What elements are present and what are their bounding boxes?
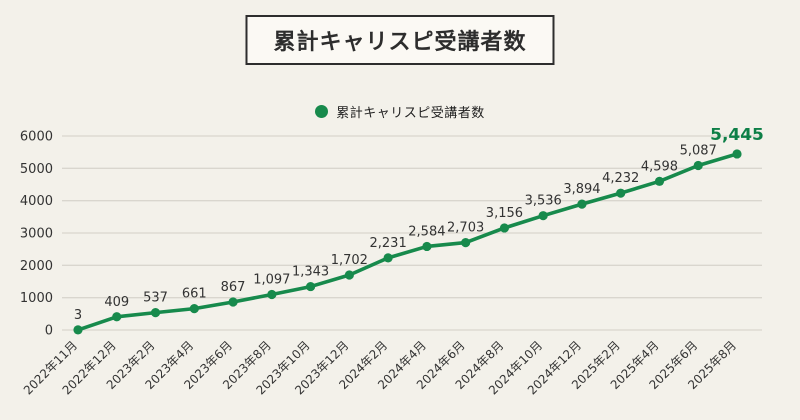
line-chart-canvas: 01000200030004000500060002022年11月2022年12… [20,125,764,398]
data-point-label: 3,156 [486,206,523,221]
data-point-label: 1,702 [331,253,368,268]
y-axis-tick-label: 0 [45,324,53,339]
data-point-marker [538,211,548,221]
data-point-label: 4,232 [602,171,639,186]
data-point-marker [112,312,122,322]
chart-title-box: 累計キャリスピ受講者数 [245,15,555,65]
y-axis-tick-label: 4000 [20,194,53,209]
data-point-label: 3,536 [525,194,562,209]
data-point-marker [344,270,354,280]
data-point-label: 3 [74,308,82,323]
data-point-marker [150,308,161,318]
data-point-label: 867 [221,280,246,295]
data-point-marker [732,149,742,159]
y-axis-tick-label: 3000 [20,227,53,242]
data-point-marker [616,188,626,198]
legend: 累計キャリスピ受講者数 [0,102,800,121]
data-point-marker [267,289,277,300]
legend-label: 累計キャリスピ受講者数 [336,106,485,121]
data-point-label: 2,231 [370,236,407,251]
page-title: 累計キャリスピ受講者数 [273,30,527,55]
data-point-label: 537 [143,291,168,306]
data-point-label: 3,894 [563,182,600,197]
data-point-label: 1,343 [292,265,329,280]
line-chart: 0 1000 2000 3000 4000 5000 6000 2022年11月 2022年12… [0,125,800,420]
data-point-label: 5,087 [680,144,717,159]
y-axis-tick-label: 6000 [20,130,53,145]
data-line [76,152,739,332]
y-axis-tick-label: 1000 [20,291,53,306]
data-point-label: 2,584 [408,224,445,239]
data-point-marker [577,199,587,209]
data-point-marker [654,176,665,186]
data-point-marker [305,281,316,292]
y-axis-tick-label: 5000 [20,162,53,177]
data-point-marker [422,241,432,252]
data-point-label: 2,703 [447,221,484,236]
data-point-marker [461,238,471,248]
data-point-label: 409 [104,295,129,310]
data-point-label-latest: 5,445 [710,128,764,145]
y-axis-tick-label: 2000 [20,259,53,274]
data-point-label: 661 [182,287,207,302]
data-point-marker [228,297,238,307]
data-point-marker [73,325,83,335]
data-point-marker [693,160,703,171]
data-point-marker [383,253,393,263]
data-point-marker [189,304,199,314]
data-point-label: 4,598 [641,159,678,174]
data-point-marker [499,223,510,233]
data-point-label: 1,097 [253,273,290,288]
legend-marker-icon [315,105,329,118]
